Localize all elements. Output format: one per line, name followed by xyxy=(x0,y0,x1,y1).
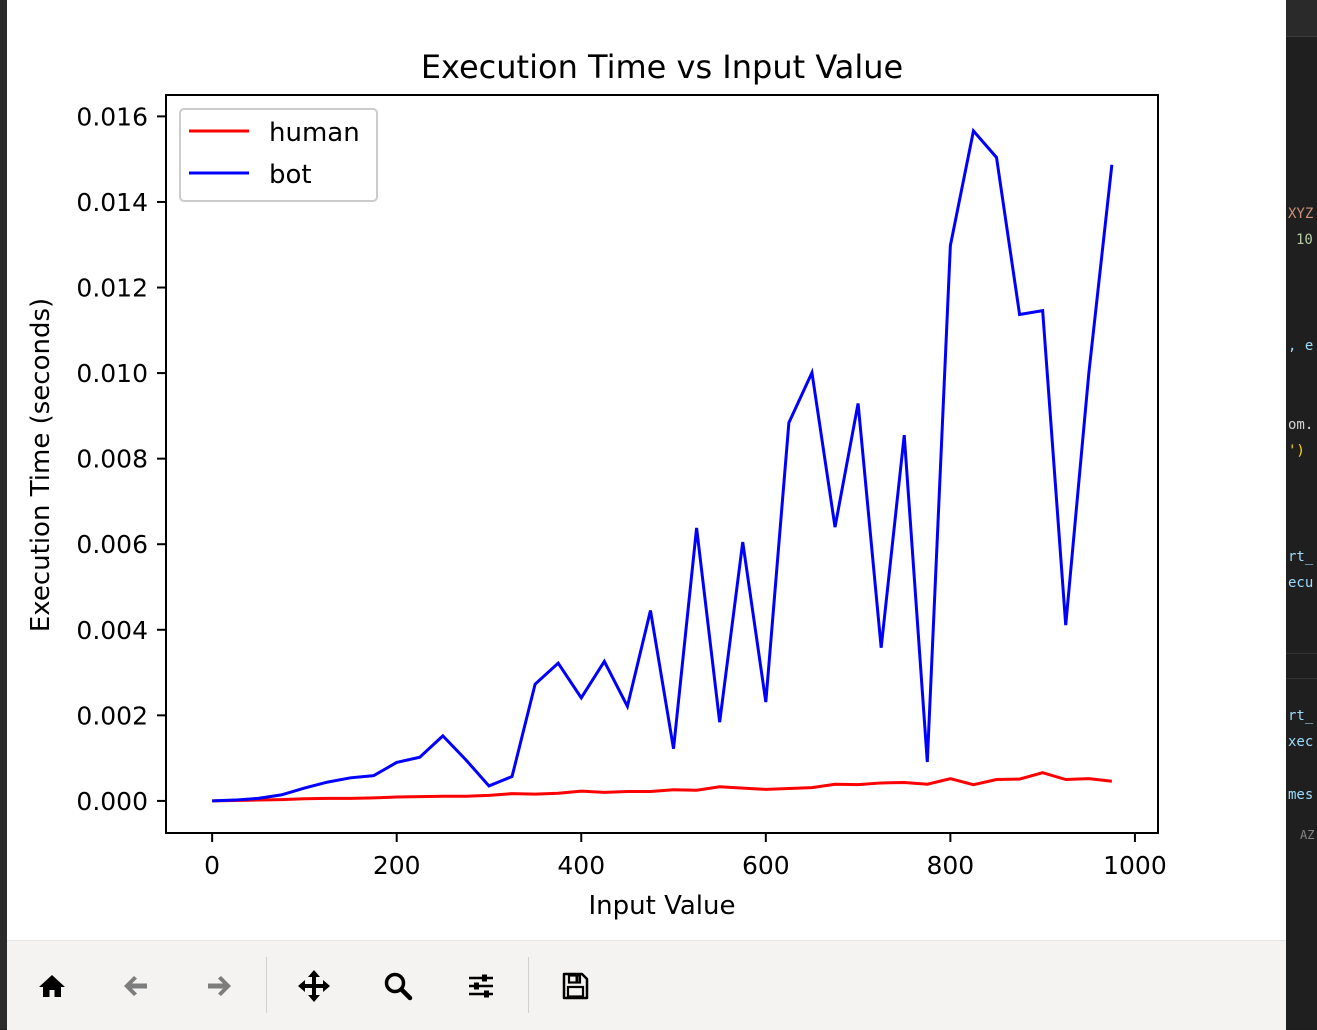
x-tick-label: 600 xyxy=(742,851,790,880)
configure-subplots-button[interactable] xyxy=(461,966,501,1006)
navigation-toolbar xyxy=(7,940,1286,1030)
background-code-editor: XYZ 10 , e om. ') rt_ ecu rt_ xec mes AZ xyxy=(1286,0,1317,1029)
editor-divider xyxy=(1286,653,1317,654)
x-axis-label: Input Value xyxy=(589,891,736,921)
editor-code-fragment: ') xyxy=(1288,443,1305,459)
sliders-icon xyxy=(469,974,493,998)
editor-tab-bar xyxy=(1286,0,1317,37)
y-tick-label: 0.004 xyxy=(76,616,148,645)
legend-label-human: human xyxy=(269,118,360,148)
y-tick-label: 0.014 xyxy=(76,188,148,217)
editor-code-fragment: xec xyxy=(1288,734,1314,750)
editor-code-fragment: XYZ xyxy=(1288,206,1314,222)
x-tick-label: 0 xyxy=(204,851,220,880)
editor-code-fragment: rt_ xyxy=(1288,549,1314,565)
figure-window: Execution Time vs Input Value 0 200 400 600… xyxy=(7,0,1286,1030)
save-button[interactable] xyxy=(555,966,595,1006)
y-tick-label: 0.002 xyxy=(76,701,148,730)
arrow-left-icon xyxy=(124,976,147,996)
editor-code-fragment: AZ xyxy=(1300,828,1315,842)
x-tick-label: 1000 xyxy=(1103,851,1167,880)
y-tick-label: 0.010 xyxy=(76,359,148,388)
y-axis-label: Execution Time (seconds) xyxy=(26,298,56,632)
home-button[interactable] xyxy=(32,966,72,1006)
editor-divider xyxy=(1286,678,1317,679)
pan-button[interactable] xyxy=(294,966,334,1006)
home-icon xyxy=(39,975,65,997)
chart-title: Execution Time vs Input Value xyxy=(421,48,903,86)
y-tick-label: 0.006 xyxy=(76,530,148,559)
floppy-disk-icon xyxy=(562,972,589,1000)
series-line-human xyxy=(212,771,1113,803)
editor-code-fragment: , e xyxy=(1288,338,1314,354)
move-icon xyxy=(298,970,330,1002)
magnifier-icon xyxy=(384,972,413,1001)
plot-lines xyxy=(212,127,1114,803)
x-tick-label: 800 xyxy=(927,851,975,880)
x-tick-label: 400 xyxy=(557,851,605,880)
editor-code-fragment: 10 xyxy=(1296,232,1313,248)
y-tick-label: 0.016 xyxy=(76,102,148,131)
y-tick-label: 0.012 xyxy=(76,274,148,303)
forward-button[interactable] xyxy=(199,966,239,1006)
line-chart: Execution Time vs Input Value 0 200 400 600… xyxy=(26,48,1167,921)
editor-code-fragment: om. xyxy=(1288,417,1314,433)
editor-code-fragment: rt_ xyxy=(1288,708,1314,724)
legend-label-bot: bot xyxy=(269,160,312,190)
editor-code-fragment: mes xyxy=(1288,787,1314,803)
back-button[interactable] xyxy=(116,966,156,1006)
zoom-button[interactable] xyxy=(378,966,418,1006)
arrow-right-icon xyxy=(208,976,231,996)
axes-frame xyxy=(165,94,1159,834)
series-line-bot xyxy=(212,127,1114,803)
editor-code-fragment: ecu xyxy=(1288,575,1314,591)
window-edge xyxy=(0,0,7,1029)
toolbar-separator xyxy=(266,957,267,1013)
legend[interactable]: human bot xyxy=(179,108,378,202)
y-tick-label: 0.008 xyxy=(76,445,148,474)
toolbar-separator xyxy=(528,957,529,1013)
x-tick-label: 200 xyxy=(373,851,421,880)
y-tick-label: 0.000 xyxy=(76,787,148,816)
x-axis: 0 200 400 600 800 1000 xyxy=(204,833,1167,880)
y-axis: 0.000 0.002 0.004 0.006 0.008 0.010 0.012 0.014… xyxy=(76,102,166,816)
